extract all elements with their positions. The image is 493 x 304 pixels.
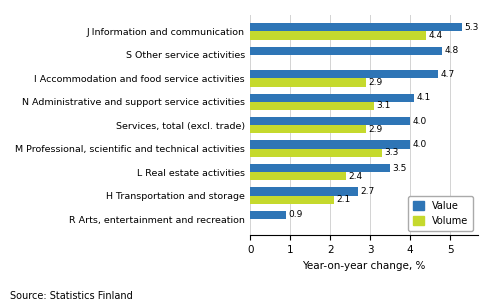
Text: 3.1: 3.1 — [377, 102, 391, 110]
Bar — [250, 47, 442, 55]
Text: 4.4: 4.4 — [428, 31, 443, 40]
Bar — [250, 211, 286, 219]
Text: 4.0: 4.0 — [413, 117, 427, 126]
Bar — [250, 164, 390, 172]
Text: 4.7: 4.7 — [440, 70, 455, 79]
Text: 4.8: 4.8 — [445, 46, 458, 55]
Bar — [250, 195, 334, 204]
Bar — [250, 187, 358, 195]
Bar — [250, 102, 374, 110]
Bar — [250, 149, 382, 157]
Text: Source: Statistics Finland: Source: Statistics Finland — [10, 291, 133, 301]
Text: 2.1: 2.1 — [337, 195, 351, 204]
X-axis label: Year-on-year change, %: Year-on-year change, % — [303, 261, 426, 271]
Bar — [250, 78, 366, 87]
Bar — [250, 94, 414, 102]
Text: 4.0: 4.0 — [413, 140, 427, 149]
Bar — [250, 70, 438, 78]
Text: 3.5: 3.5 — [392, 164, 407, 173]
Text: 2.7: 2.7 — [360, 187, 375, 196]
Text: 2.4: 2.4 — [349, 172, 363, 181]
Text: 3.3: 3.3 — [385, 148, 399, 157]
Text: 0.9: 0.9 — [289, 210, 303, 219]
Text: 4.1: 4.1 — [417, 93, 431, 102]
Bar — [250, 172, 346, 180]
Text: 2.9: 2.9 — [369, 78, 383, 87]
Text: 2.9: 2.9 — [369, 125, 383, 134]
Text: 5.3: 5.3 — [464, 23, 479, 32]
Bar — [250, 117, 410, 125]
Bar — [250, 140, 410, 149]
Legend: Value, Volume: Value, Volume — [408, 196, 473, 231]
Bar — [250, 23, 462, 31]
Bar — [250, 31, 426, 40]
Bar — [250, 125, 366, 133]
